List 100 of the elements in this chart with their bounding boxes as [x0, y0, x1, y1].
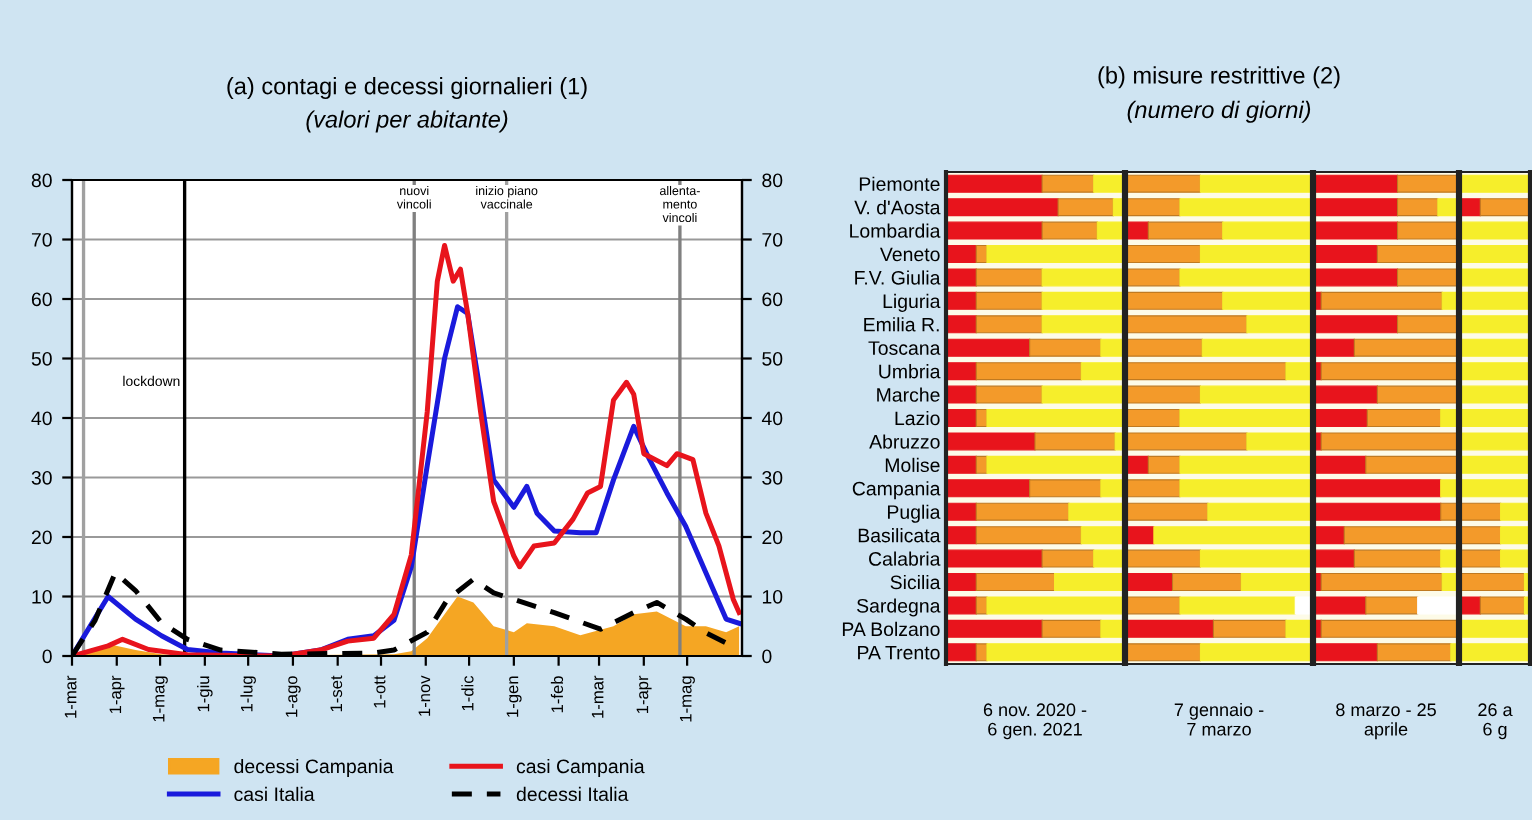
chart-subtitle: (valori per abitante)	[306, 110, 508, 133]
bar	[1126, 291, 1224, 310]
bar	[1314, 643, 1378, 662]
chart-title: (a) contagi e decessi giornalieri (1)	[227, 77, 587, 100]
bar	[1126, 549, 1201, 568]
bar	[1376, 385, 1458, 404]
bar	[946, 549, 1043, 568]
bar	[1041, 291, 1124, 310]
bar	[1199, 385, 1312, 404]
bar	[1126, 409, 1181, 427]
y-tick-label: Basilicata	[858, 528, 941, 543]
y2-tick-label: 70	[762, 232, 783, 247]
bar	[975, 291, 1043, 310]
x-tick-label: 1-apr	[636, 675, 652, 714]
bar	[1126, 338, 1203, 357]
bar	[1034, 432, 1116, 451]
y-tick-label: Calabria	[869, 551, 941, 566]
bar	[1479, 596, 1525, 615]
bar	[1126, 502, 1209, 521]
bar	[975, 526, 1082, 545]
bar	[1460, 526, 1502, 545]
bar	[1199, 549, 1312, 568]
bar	[1366, 409, 1442, 427]
bar	[1126, 198, 1181, 217]
bar	[1029, 338, 1102, 357]
y-tick-label: Lombardia	[850, 223, 941, 238]
bar	[1114, 432, 1124, 451]
bar	[975, 315, 1043, 334]
bar	[1314, 409, 1368, 427]
y-tick-label: F.V. Giulia	[855, 270, 941, 285]
bar	[1171, 573, 1242, 591]
bar	[1314, 455, 1367, 474]
x-tick-label: 1-nov	[418, 675, 431, 716]
bar	[1212, 619, 1287, 638]
bar	[1314, 315, 1399, 334]
bar	[1343, 526, 1458, 545]
y-tick-label: Emilia R.	[864, 317, 939, 332]
bar	[1396, 198, 1439, 217]
bar	[946, 338, 1031, 357]
bar	[1041, 549, 1095, 568]
bar	[946, 596, 977, 615]
bar	[1460, 409, 1530, 427]
y-tick-label: 70	[31, 232, 52, 247]
y-tick-label: Toscana	[868, 341, 941, 355]
bar	[1199, 643, 1312, 662]
bar	[986, 245, 1124, 263]
bar	[1314, 502, 1442, 521]
bar	[1314, 596, 1367, 615]
bar	[1179, 409, 1312, 427]
bar	[1396, 221, 1458, 240]
y-tick-label: 50	[31, 351, 52, 366]
chart-title: (b) misure restrittive (2)	[1098, 66, 1340, 89]
bar	[1353, 549, 1442, 568]
bar	[1147, 221, 1224, 240]
y-tick-label: Veneto	[879, 247, 940, 262]
bar	[975, 573, 1056, 591]
x-tick-label: 1-feb	[550, 676, 564, 713]
bar	[1126, 221, 1149, 240]
x-tick-label: 1-ott	[373, 675, 386, 708]
bar	[986, 409, 1124, 427]
bar	[975, 596, 988, 615]
y2-tick-label: 60	[762, 292, 783, 307]
bar	[1314, 549, 1355, 568]
bar	[975, 385, 1043, 404]
bar	[946, 268, 977, 287]
bar	[946, 479, 1031, 498]
bar	[1126, 315, 1248, 334]
y-tick-label: Umbria	[879, 364, 941, 379]
y-tick-label: 20	[31, 530, 52, 545]
bar	[1376, 245, 1458, 263]
bar	[1460, 549, 1502, 568]
bar	[1396, 315, 1458, 334]
bar	[946, 432, 1036, 451]
bar	[1314, 245, 1378, 263]
y-tick-label: Campania	[852, 481, 941, 500]
y-tick-label: Piemonte	[859, 176, 940, 191]
y2-tick-label: 10	[762, 589, 783, 604]
bar	[1100, 619, 1124, 638]
bar	[1240, 573, 1312, 591]
x-axis-title: 7 gennaio - 7 marzo	[1174, 702, 1264, 736]
bar	[1294, 596, 1312, 615]
bar	[946, 573, 977, 591]
bar	[946, 198, 1059, 217]
bar	[1093, 174, 1124, 193]
bar	[1246, 315, 1312, 334]
bar	[1080, 526, 1124, 545]
bar	[946, 245, 977, 263]
bar	[1054, 573, 1124, 591]
bar	[1126, 432, 1248, 451]
bar	[1285, 619, 1312, 638]
bar	[1199, 174, 1312, 193]
y-tick-label: 80	[31, 173, 52, 188]
bar	[1320, 291, 1443, 310]
bar	[946, 643, 977, 662]
y2-tick-label: 30	[762, 470, 783, 485]
y-tick-label: Abruzzo	[869, 434, 940, 449]
y2-tick-label: 40	[761, 411, 783, 426]
bar	[1500, 526, 1530, 545]
bar	[1126, 619, 1214, 638]
bar	[1460, 315, 1530, 334]
